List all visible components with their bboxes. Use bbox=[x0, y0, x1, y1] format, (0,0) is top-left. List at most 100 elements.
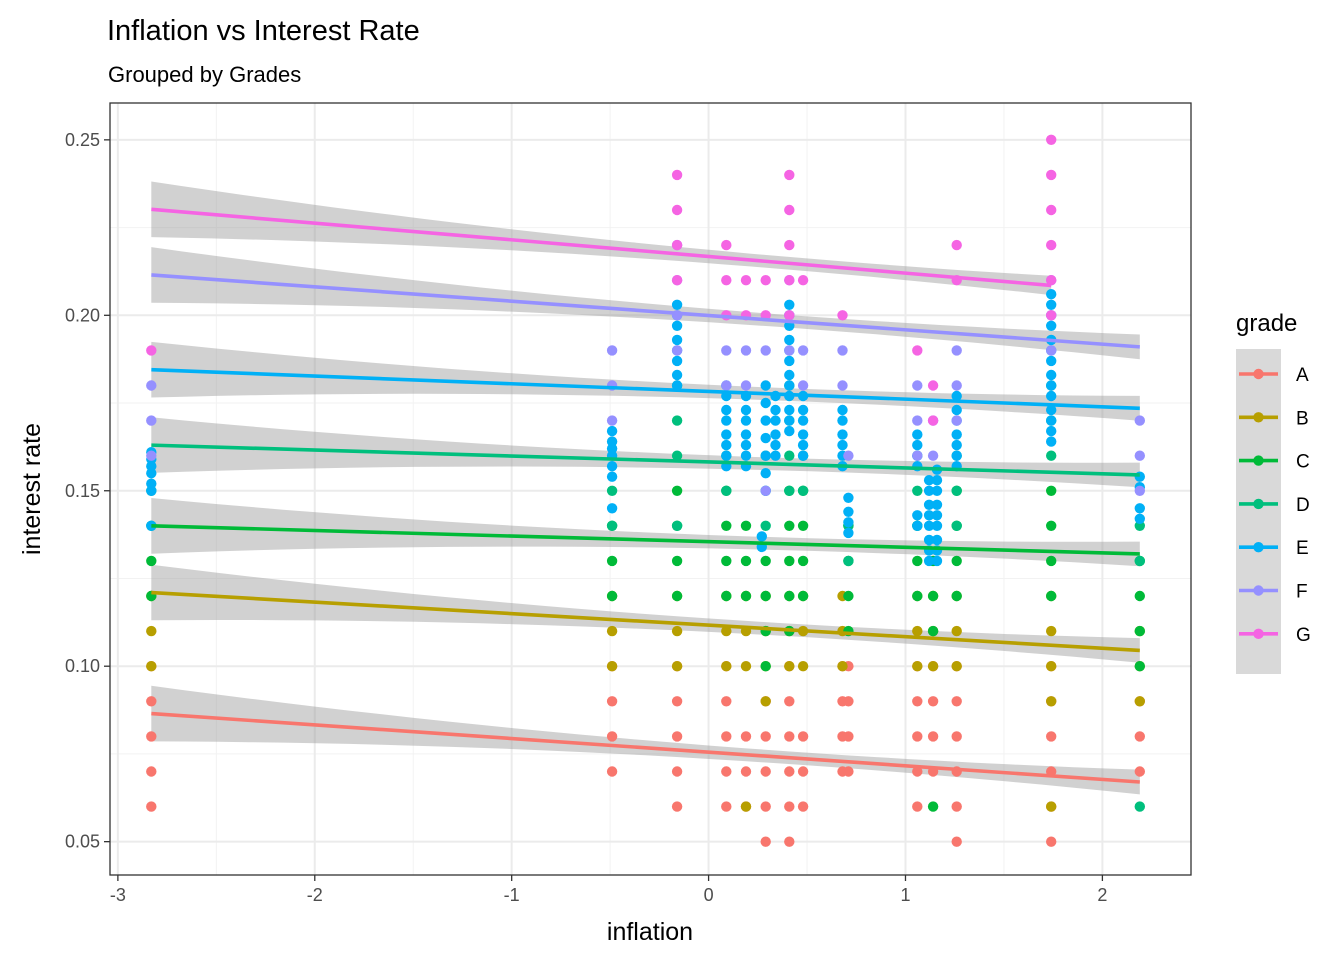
data-point-D bbox=[784, 450, 795, 461]
data-point-B bbox=[912, 625, 923, 637]
data-point-D bbox=[1134, 801, 1146, 812]
data-point-A bbox=[1046, 836, 1057, 847]
x-axis: -3 -2 -1 0 1 2 bbox=[110, 875, 1107, 905]
data-point-A bbox=[912, 766, 923, 777]
data-point-G bbox=[927, 415, 939, 426]
legend-key-point-B bbox=[1253, 412, 1264, 423]
legend-label-G: G bbox=[1296, 625, 1311, 646]
data-point-E bbox=[1046, 436, 1057, 447]
x-axis-label: inflation bbox=[607, 918, 693, 946]
data-point-F bbox=[1134, 485, 1146, 496]
data-point-C bbox=[1134, 625, 1146, 637]
data-point-A bbox=[146, 696, 157, 707]
data-point-A bbox=[1046, 731, 1057, 742]
legend-label-F: F bbox=[1296, 582, 1308, 603]
confidence-ribbon-A bbox=[151, 685, 1140, 795]
trend-line-G bbox=[151, 207, 1052, 288]
grid-major bbox=[110, 103, 1191, 875]
data-point-E bbox=[740, 404, 752, 416]
data-point-C bbox=[927, 590, 939, 602]
trend-line-E bbox=[151, 367, 1140, 411]
data-point-F bbox=[146, 415, 157, 426]
data-point-E bbox=[784, 415, 795, 426]
data-point-E bbox=[1046, 404, 1057, 416]
data-point-A bbox=[721, 696, 732, 707]
trend-line-C bbox=[151, 524, 1140, 556]
data-point-B bbox=[1046, 625, 1057, 637]
data-point-E bbox=[671, 299, 683, 310]
data-point-E bbox=[784, 355, 795, 367]
data-point-C bbox=[606, 555, 618, 567]
x-tick-label: -2 bbox=[307, 885, 323, 905]
data-point-C bbox=[1046, 485, 1057, 496]
data-point-C bbox=[671, 555, 683, 567]
data-point-D bbox=[606, 485, 618, 496]
x-tick-label: 1 bbox=[900, 885, 910, 905]
data-point-E bbox=[931, 520, 943, 531]
data-point-G bbox=[951, 239, 962, 251]
data-point-E bbox=[923, 485, 935, 496]
data-point-C bbox=[951, 555, 962, 567]
legend-key-point-E bbox=[1253, 542, 1264, 553]
data-point-E bbox=[760, 380, 771, 391]
data-point-A bbox=[606, 731, 618, 742]
data-point-E bbox=[760, 450, 771, 461]
data-point-B bbox=[1046, 801, 1057, 812]
data-point-D bbox=[721, 485, 732, 496]
data-point-E bbox=[146, 478, 157, 489]
data-point-G bbox=[760, 275, 771, 286]
data-point-E bbox=[740, 429, 752, 440]
legend-label-E: E bbox=[1296, 538, 1309, 559]
data-point-A bbox=[797, 801, 809, 812]
data-point-A bbox=[760, 836, 771, 847]
data-point-B bbox=[951, 661, 962, 672]
data-point-A bbox=[784, 696, 795, 707]
data-point-E bbox=[931, 534, 943, 546]
data-point-A bbox=[146, 731, 157, 742]
data-point-B bbox=[760, 696, 771, 707]
data-point-C bbox=[721, 555, 732, 567]
data-point-A bbox=[671, 801, 683, 812]
data-point-A bbox=[721, 801, 732, 812]
data-point-F bbox=[1046, 345, 1057, 356]
confidence-ribbon-C bbox=[151, 498, 1140, 567]
data-point-E bbox=[923, 555, 935, 567]
data-point-E bbox=[797, 404, 809, 416]
data-point-C bbox=[843, 590, 854, 602]
data-point-B bbox=[721, 661, 732, 672]
data-point-E bbox=[1046, 425, 1057, 437]
data-point-F bbox=[740, 345, 752, 356]
data-point-B bbox=[797, 661, 809, 672]
data-point-F bbox=[927, 450, 939, 461]
data-point-E bbox=[951, 390, 962, 402]
chart-title: Inflation vs Interest Rate bbox=[107, 15, 420, 47]
data-point-C bbox=[671, 485, 683, 496]
data-point-F bbox=[671, 345, 683, 356]
data-point-G bbox=[784, 275, 795, 286]
data-point-C bbox=[912, 555, 923, 567]
data-point-E bbox=[1134, 503, 1146, 514]
data-point-E bbox=[770, 450, 781, 461]
data-point-E bbox=[797, 429, 809, 440]
data-point-C bbox=[784, 520, 795, 531]
data-point-F bbox=[721, 380, 732, 391]
data-point-G bbox=[671, 204, 683, 216]
legend: grade A B C D E F G bbox=[1236, 310, 1311, 674]
data-point-E bbox=[923, 499, 935, 510]
data-point-E bbox=[931, 555, 943, 567]
trend-line-A bbox=[151, 711, 1140, 784]
data-point-F bbox=[784, 345, 795, 356]
data-point-E bbox=[951, 404, 962, 416]
data-point-B bbox=[146, 625, 157, 637]
data-point-A bbox=[951, 696, 962, 707]
data-point-A bbox=[927, 696, 939, 707]
data-point-B bbox=[721, 625, 732, 637]
data-point-E bbox=[784, 369, 795, 381]
data-point-E bbox=[784, 380, 795, 391]
data-point-E bbox=[760, 415, 771, 426]
data-point-G bbox=[1046, 204, 1057, 216]
data-point-F bbox=[606, 415, 618, 426]
chart-subtitle: Grouped by Grades bbox=[108, 62, 301, 87]
data-point-A bbox=[671, 731, 683, 742]
data-point-E bbox=[721, 404, 732, 416]
